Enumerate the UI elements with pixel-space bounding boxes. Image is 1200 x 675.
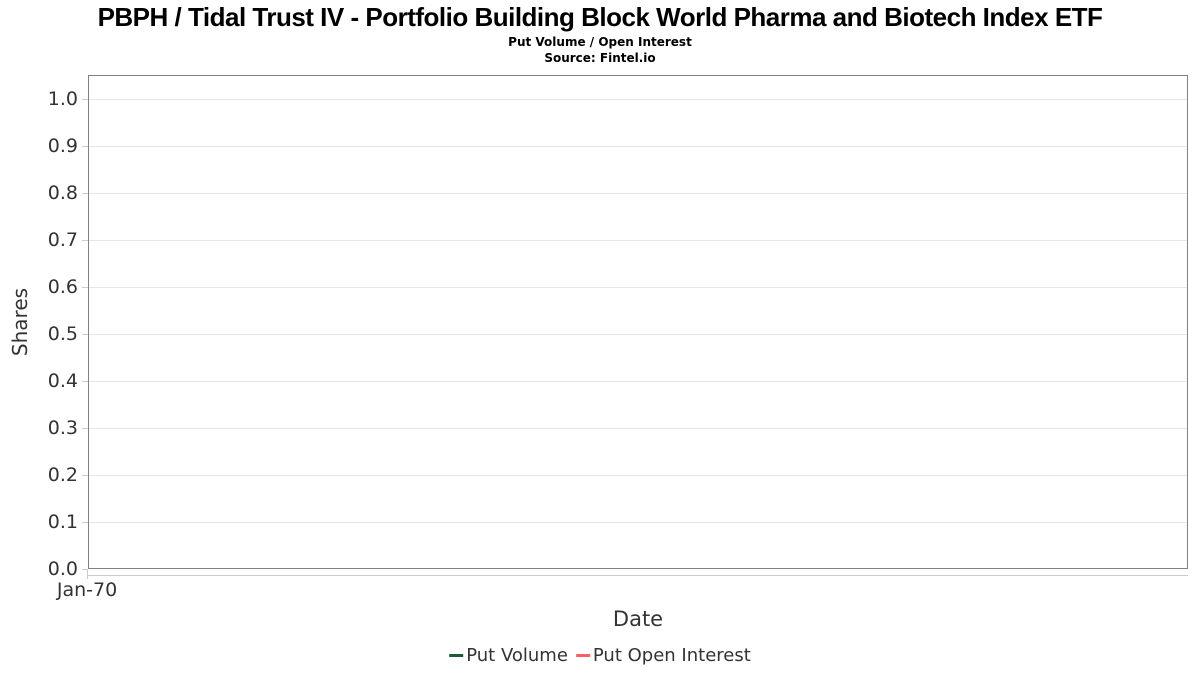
y-tick-label: 0.6 bbox=[47, 276, 78, 298]
gridline bbox=[89, 146, 1187, 147]
chart-title: PBPH / Tidal Trust IV - Portfolio Buildi… bbox=[97, 2, 1103, 32]
x-tick-label: Jan-70 bbox=[56, 579, 118, 601]
put-open-interest-line-icon bbox=[575, 654, 590, 657]
y-axis-tick bbox=[82, 381, 88, 382]
legend-label-put-volume: Put Volume bbox=[466, 645, 568, 666]
legend-label-put-open-interest: Put Open Interest bbox=[592, 645, 751, 666]
y-axis-tick bbox=[82, 428, 88, 429]
gridline bbox=[89, 381, 1187, 382]
gridline bbox=[89, 475, 1187, 476]
x-axis-tick bbox=[87, 570, 88, 579]
y-tick-label: 0.8 bbox=[47, 182, 78, 204]
gridline bbox=[89, 99, 1187, 100]
y-tick-label: 1.0 bbox=[47, 88, 78, 110]
gridline bbox=[89, 287, 1187, 288]
y-tick-label: 0.7 bbox=[47, 229, 78, 251]
plot-area bbox=[88, 75, 1188, 569]
gridline bbox=[89, 240, 1187, 241]
y-axis-tick bbox=[82, 569, 88, 570]
y-tick-label: 0.5 bbox=[47, 323, 78, 345]
legend-item-put-open-interest[interactable]: Put Open Interest bbox=[575, 645, 751, 666]
y-tick-label: 0.1 bbox=[47, 511, 78, 533]
gridline bbox=[89, 428, 1187, 429]
legend: Put Volume Put Open Interest bbox=[449, 645, 751, 666]
put-volume-line-icon bbox=[449, 654, 464, 657]
x-axis-line bbox=[88, 575, 1188, 576]
chart-subtitle: Put Volume / Open Interest bbox=[508, 35, 692, 49]
y-tick-label: 0.0 bbox=[47, 558, 78, 580]
gridline bbox=[89, 522, 1187, 523]
y-tick-label: 0.9 bbox=[47, 135, 78, 157]
y-axis-tick bbox=[82, 287, 88, 288]
gridline bbox=[89, 193, 1187, 194]
chart-source-label: Source: Fintel.io bbox=[544, 51, 656, 65]
y-axis-title: Shares bbox=[8, 287, 32, 357]
y-axis-tick bbox=[82, 146, 88, 147]
y-axis-tick bbox=[82, 522, 88, 523]
legend-item-put-volume[interactable]: Put Volume bbox=[449, 645, 568, 666]
y-axis-tick bbox=[82, 193, 88, 194]
y-axis-tick bbox=[82, 240, 88, 241]
gridline bbox=[89, 334, 1187, 335]
y-tick-label: 0.3 bbox=[47, 417, 78, 439]
x-axis-title: Date bbox=[612, 607, 664, 631]
y-axis-tick bbox=[82, 99, 88, 100]
y-tick-label: 0.2 bbox=[47, 464, 78, 486]
y-axis-tick bbox=[82, 334, 88, 335]
y-axis-tick bbox=[82, 475, 88, 476]
y-tick-label: 0.4 bbox=[47, 370, 78, 392]
